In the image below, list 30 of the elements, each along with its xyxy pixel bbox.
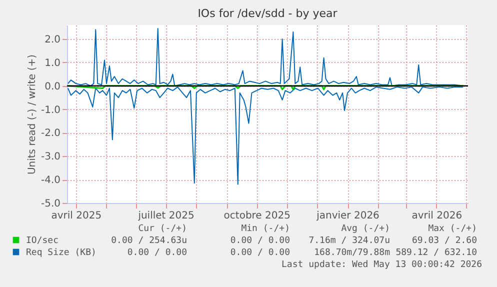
- x-tick-label: janvier 2026: [316, 210, 380, 222]
- text: 0.00 / 0.00: [127, 248, 187, 258]
- text: 168.70m/79.88m: [314, 248, 390, 258]
- x-tick-label: juillet 2025: [137, 210, 194, 222]
- text: Max (-/+): [428, 224, 477, 234]
- x-tick-label: avril 2026: [412, 210, 462, 222]
- y-tick-label: 0.0: [44, 81, 60, 92]
- y-tick-label: -3.0: [40, 152, 60, 163]
- x-tick-label: octobre 2025: [224, 210, 290, 222]
- legend-label: IO/sec: [26, 236, 59, 246]
- text: Min (-/+): [241, 224, 290, 234]
- text: 0.00 / 0.00: [230, 236, 290, 246]
- y-tick-label: 1.0: [44, 58, 60, 69]
- y-axis-title: Units read (-) / write (+): [26, 54, 38, 175]
- text: Last update: Wed May 13 00:00:42 2026: [282, 260, 482, 270]
- y-tick-label: 2.0: [44, 34, 60, 46]
- x-tick-label: avril 2025: [51, 210, 102, 222]
- y-tick-label: -1.0: [40, 104, 60, 116]
- y-tick-label: -4.0: [40, 175, 60, 186]
- y-tick-label: -2.0: [40, 128, 60, 140]
- text: 0.00 / 254.63u: [111, 236, 187, 246]
- text: Cur (-/+): [138, 224, 187, 234]
- text: 69.03 / 2.60: [412, 236, 477, 246]
- text: 7.16m / 324.07u: [308, 236, 390, 246]
- y-tick-label: -5.0: [40, 198, 60, 210]
- text: 0.00 / 0.00: [230, 248, 290, 258]
- text: Avg (-/+): [341, 224, 390, 234]
- legend-label: Req Size (KB): [26, 248, 96, 258]
- chart-title: IOs for /dev/sdd - by year: [198, 7, 338, 20]
- text: 589.12 / 632.10: [396, 248, 477, 258]
